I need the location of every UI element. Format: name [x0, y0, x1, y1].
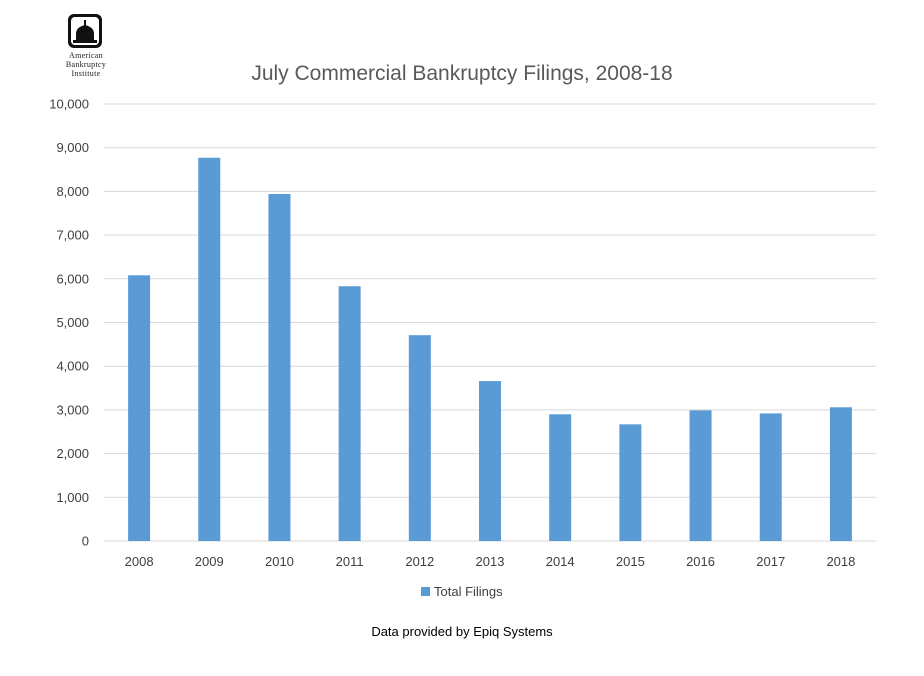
x-tick-label: 2010	[265, 554, 294, 569]
y-tick-label: 2,000	[56, 446, 89, 461]
x-tick-label: 2012	[405, 554, 434, 569]
bar-2017	[759, 413, 782, 541]
bars	[128, 157, 852, 541]
y-tick-label: 8,000	[56, 184, 89, 199]
x-tick-label: 2018	[826, 554, 855, 569]
bar-2016	[689, 410, 712, 541]
bar-2012	[408, 335, 431, 541]
bar-2010	[268, 194, 291, 541]
y-tick-label: 9,000	[56, 140, 89, 155]
y-tick-label: 1,000	[56, 490, 89, 505]
x-tick-label: 2008	[125, 554, 154, 569]
data-source-note: Data provided by Epiq Systems	[371, 624, 553, 639]
gridlines	[104, 103, 876, 542]
x-tick-label: 2009	[195, 554, 224, 569]
y-tick-label: 7,000	[56, 228, 89, 243]
logo-line-2: Bankruptcy	[66, 60, 106, 69]
legend: Total Filings	[421, 584, 503, 599]
capitol-dome-icon	[68, 14, 102, 48]
x-tick-label: 2013	[476, 554, 505, 569]
x-tick-label: 2016	[686, 554, 715, 569]
logo-line-1: American	[69, 51, 103, 60]
y-axis-labels: 0 1,000 2,000 3,000 4,000 5,000 6,000 7,000 8,00…	[49, 97, 89, 549]
y-tick-label: 4,000	[56, 359, 89, 374]
x-tick-label: 2015	[616, 554, 645, 569]
y-tick-label: 3,000	[56, 402, 89, 417]
y-tick-label: 6,000	[56, 271, 89, 286]
y-tick-label: 5,000	[56, 315, 89, 330]
bar-2009	[198, 157, 221, 541]
y-tick-label: 0	[82, 534, 89, 549]
chart-title: July Commercial Bankruptcy Filings, 2008…	[251, 62, 672, 85]
x-axis-labels: 2008 2009 2010 2011 2012 2013 2014 2015 2016 2017…	[125, 554, 856, 569]
bar-2008	[128, 275, 151, 541]
bar-2011	[338, 286, 361, 541]
bar-2018	[829, 407, 852, 541]
institute-logo: American Bankruptcy Institute	[66, 14, 106, 78]
legend-swatch	[421, 587, 430, 596]
y-tick-label: 10,000	[49, 97, 89, 112]
bar-2014	[549, 414, 572, 541]
x-tick-label: 2014	[546, 554, 575, 569]
bar-2015	[619, 424, 642, 541]
bar-2013	[479, 381, 501, 541]
logo-line-3: Institute	[72, 69, 101, 78]
x-tick-label: 2011	[336, 554, 364, 569]
x-tick-label: 2017	[756, 554, 785, 569]
legend-label: Total Filings	[434, 584, 503, 599]
